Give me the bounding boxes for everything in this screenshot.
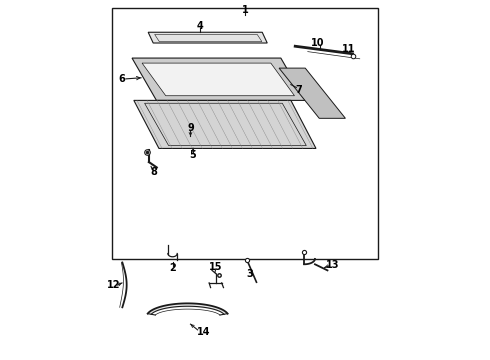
Bar [112, 8, 378, 259]
Text: 9: 9 [187, 123, 194, 133]
Text: 15: 15 [209, 262, 222, 272]
Polygon shape [148, 32, 267, 43]
Polygon shape [134, 100, 316, 148]
Text: 14: 14 [197, 327, 211, 337]
Text: 10: 10 [311, 38, 324, 48]
Text: 13: 13 [326, 260, 340, 270]
Text: 6: 6 [118, 74, 124, 84]
Text: 4: 4 [197, 21, 203, 31]
Text: 2: 2 [169, 263, 176, 273]
Text: 11: 11 [342, 44, 356, 54]
Text: 12: 12 [107, 280, 120, 290]
Text: 5: 5 [190, 150, 196, 160]
Text: 3: 3 [246, 269, 253, 279]
Polygon shape [132, 58, 305, 100]
Text: 8: 8 [150, 167, 157, 177]
Text: 1: 1 [242, 5, 248, 15]
Text: 7: 7 [295, 85, 302, 95]
Polygon shape [279, 68, 345, 118]
Polygon shape [142, 63, 294, 96]
